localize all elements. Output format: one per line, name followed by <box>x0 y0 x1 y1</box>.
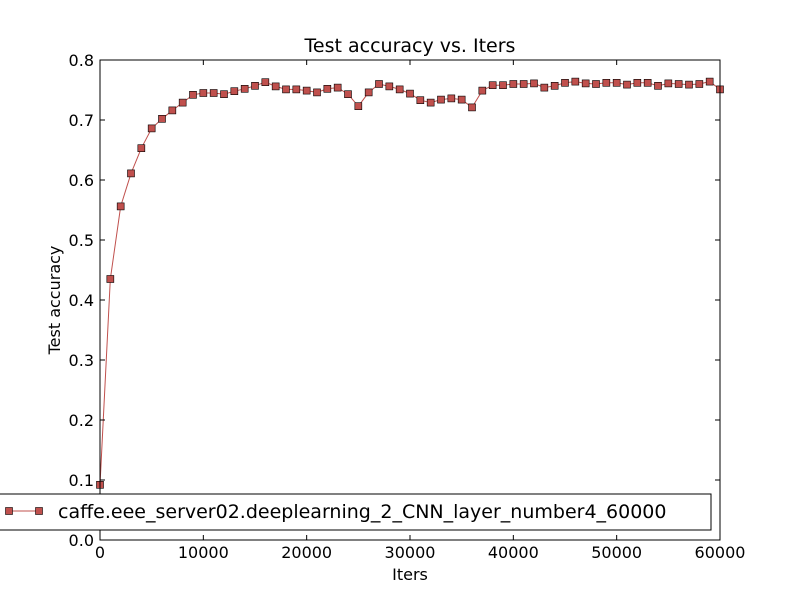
data-point <box>292 85 301 94</box>
data-point <box>643 79 652 87</box>
data-point <box>168 106 177 115</box>
x-tick-label: 20000 <box>281 543 332 562</box>
data-point <box>158 115 166 123</box>
data-point <box>209 89 218 97</box>
data-point <box>220 90 228 98</box>
data-point <box>395 85 404 94</box>
data-point <box>189 91 197 99</box>
data-point <box>561 79 569 87</box>
y-tick-label: 0.6 <box>69 171 94 190</box>
legend-box <box>0 493 712 531</box>
data-point <box>612 79 621 87</box>
data-point <box>406 89 414 98</box>
data-point <box>385 82 394 91</box>
y-tick-label: 0.2 <box>69 411 94 430</box>
data-point <box>437 95 445 104</box>
data-point <box>674 80 683 88</box>
legend-marker-right <box>35 507 43 515</box>
data-point <box>478 86 487 95</box>
data-point <box>199 89 208 97</box>
data-point <box>416 96 425 104</box>
data-point <box>705 77 714 86</box>
y-tick-label: 0.1 <box>69 471 94 490</box>
data-point <box>695 80 704 88</box>
data-point <box>282 85 290 94</box>
data-point <box>602 79 611 87</box>
data-point <box>581 79 590 88</box>
data-point <box>530 79 538 88</box>
data-point <box>116 202 125 211</box>
x-tick-label: 30000 <box>385 543 436 562</box>
y-tick-label: 0.0 <box>69 531 94 550</box>
data-point <box>230 87 239 95</box>
data-point <box>251 82 259 90</box>
legend-marker-left <box>5 507 13 515</box>
data-point <box>426 98 435 107</box>
data-point <box>333 83 342 92</box>
data-point <box>519 80 528 88</box>
data-point <box>106 275 115 283</box>
data-point <box>457 95 466 104</box>
data-point <box>178 98 187 107</box>
y-tick-label: 0.8 <box>69 51 94 70</box>
plot-series <box>96 77 724 489</box>
data-point <box>147 124 156 133</box>
data-point <box>261 78 270 86</box>
data-point <box>344 90 352 98</box>
x-tick-label: 50000 <box>591 543 642 562</box>
data-point <box>509 80 518 88</box>
data-point <box>271 82 280 91</box>
data-point <box>654 82 662 90</box>
data-point <box>127 169 135 178</box>
data-point <box>323 85 332 93</box>
x-tick-label: 60000 <box>695 543 746 562</box>
y-axis: 0.0 0.1 0.2 0.3 0.4 0.5 0.6 0.7 0.8 <box>69 51 720 550</box>
x-axis-label: Iters <box>392 565 428 584</box>
data-point <box>499 81 507 89</box>
data-point <box>633 79 642 87</box>
x-tick-label: 10000 <box>178 543 229 562</box>
y-tick-label: 0.4 <box>69 291 94 310</box>
data-point <box>623 80 631 89</box>
series-line <box>99 81 721 485</box>
data-point <box>488 81 497 89</box>
data-point <box>137 144 146 152</box>
data-point <box>540 83 549 92</box>
y-tick-label: 0.3 <box>69 351 94 370</box>
x-tick-label: 0 <box>95 543 105 562</box>
data-point <box>685 80 693 89</box>
data-point <box>468 103 476 112</box>
data-point <box>302 86 311 95</box>
data-point <box>364 88 373 97</box>
y-axis-label: Test accuracy <box>45 246 64 356</box>
data-point <box>313 88 321 97</box>
y-tick-label: 0.7 <box>69 111 94 130</box>
data-point <box>354 102 363 110</box>
data-point <box>592 80 600 88</box>
legend-label: caffe.eee_server02.deeplearning_2_CNN_la… <box>58 501 666 523</box>
y-tick-label: 0.5 <box>69 231 94 250</box>
data-point <box>447 94 456 103</box>
plot-frame <box>99 59 721 541</box>
data-point <box>375 80 383 88</box>
data-point <box>240 85 249 93</box>
x-axis: 0 10000 20000 30000 40000 50000 60000 <box>95 60 746 562</box>
data-point <box>664 79 673 88</box>
x-tick-label: 40000 <box>488 543 539 562</box>
legend: caffe.eee_server02.deeplearning_2_CNN_la… <box>0 493 712 531</box>
chart-title: Test accuracy vs. Iters <box>304 35 516 57</box>
data-point <box>571 77 580 86</box>
data-point <box>550 82 559 90</box>
